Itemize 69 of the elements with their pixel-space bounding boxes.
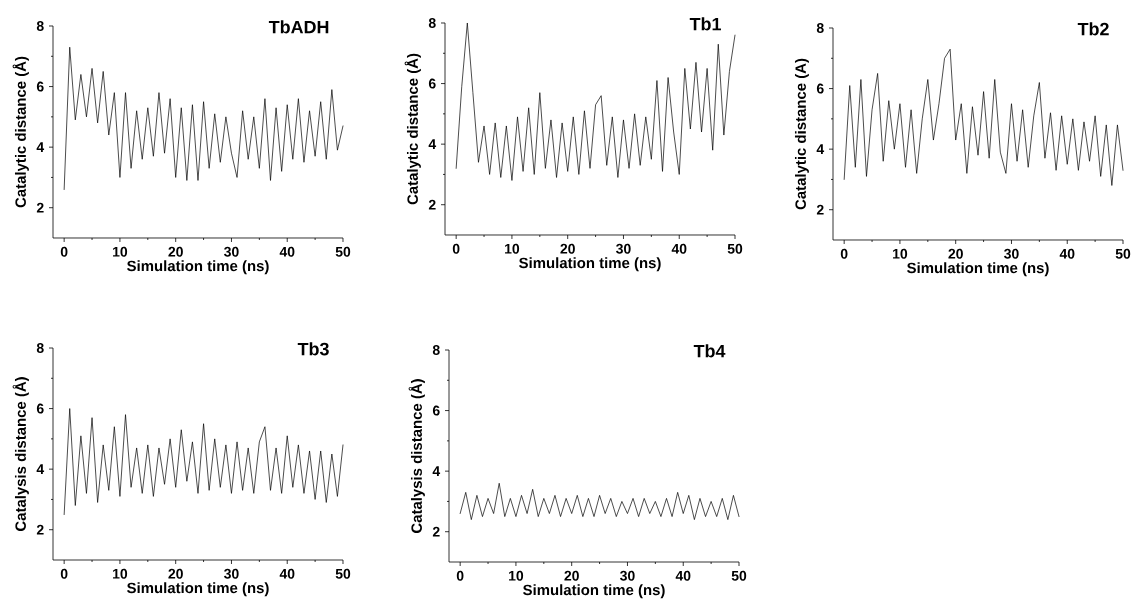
x-tick-label: 30 [616,243,631,254]
x-tick-label: 10 [505,243,520,254]
x-tick-label: 10 [113,246,128,257]
y-tick-label: 8 [428,18,436,28]
x-tick-label: 10 [509,570,524,581]
x-tick-label: 40 [1059,248,1075,259]
y-tick-label: 4 [36,142,45,152]
y-axis-title: Catalytic distance (A) [794,58,809,210]
x-axis-title: Simulation time (ns) [523,584,665,599]
y-tick-label: 6 [428,78,436,89]
x-tick-label: 30 [224,246,239,257]
x-axis-title: Simulation time (ns) [907,262,1049,277]
line-series [843,48,1124,186]
x-tick-label: 40 [671,243,687,254]
x-tick-label: 30 [224,568,239,579]
chart-title: Tb3 [297,342,329,356]
x-axis-title: Simulation time (ns) [127,582,269,597]
line-series [63,408,344,515]
y-tick-label: 6 [816,83,824,94]
y-tick-label: 8 [432,345,440,355]
y-axis-title: Catalysis distance (Å) [408,379,425,534]
x-axis-title: Simulation time (ns) [127,260,269,275]
x-tick-label: 0 [452,243,460,254]
x-tick-label: 50 [335,246,351,257]
y-tick-label: 6 [36,81,44,92]
y-tick-label: 6 [36,403,44,414]
line-series [63,46,344,190]
y-tick-label: 2 [432,526,440,537]
y-tick-label: 4 [36,464,45,474]
x-tick-label: 10 [113,568,128,579]
x-tick-label: 40 [279,246,295,257]
chart-title: Tb4 [693,344,726,358]
chart-title: Tb1 [689,17,721,31]
y-axis-title: Catalytic distance (Å) [404,53,421,205]
x-tick-label: 40 [279,568,295,579]
chart-title: TbADH [268,20,329,34]
y-tick-label: 4 [432,466,441,476]
x-tick-label: 30 [1004,248,1019,259]
x-tick-label: 0 [840,248,848,259]
x-tick-label: 20 [564,570,579,581]
x-tick-label: 20 [168,246,183,257]
x-tick-label: 0 [60,246,68,257]
x-tick-label: 20 [168,568,183,579]
y-tick-label: 8 [816,23,824,33]
x-tick-label: 50 [1115,248,1131,259]
x-tick-label: 40 [675,570,691,581]
x-tick-label: 30 [620,570,635,581]
y-axis-title: Catalytic distance (Å) [12,56,29,208]
y-tick-label: 8 [36,343,44,353]
y-tick-label: 6 [432,405,440,416]
x-tick-label: 50 [335,568,351,579]
x-tick-label: 0 [456,570,464,581]
y-tick-label: 2 [428,199,436,210]
chart-title: Tb2 [1077,22,1109,36]
y-axis-title: Catalysis distance (Å) [12,377,29,532]
x-tick-label: 20 [560,243,575,254]
x-tick-label: 0 [60,568,68,579]
x-axis-title: Simulation time (ns) [519,257,661,272]
y-tick-label: 2 [36,202,44,213]
y-tick-label: 2 [816,204,824,215]
x-tick-label: 50 [731,570,747,581]
y-tick-label: 4 [816,144,825,154]
y-tick-label: 4 [428,139,437,149]
y-tick-label: 2 [36,524,44,535]
x-tick-label: 50 [727,243,743,254]
y-tick-label: 8 [36,21,44,31]
x-tick-label: 10 [893,248,908,259]
x-tick-label: 20 [948,248,963,259]
line-series [459,482,740,520]
